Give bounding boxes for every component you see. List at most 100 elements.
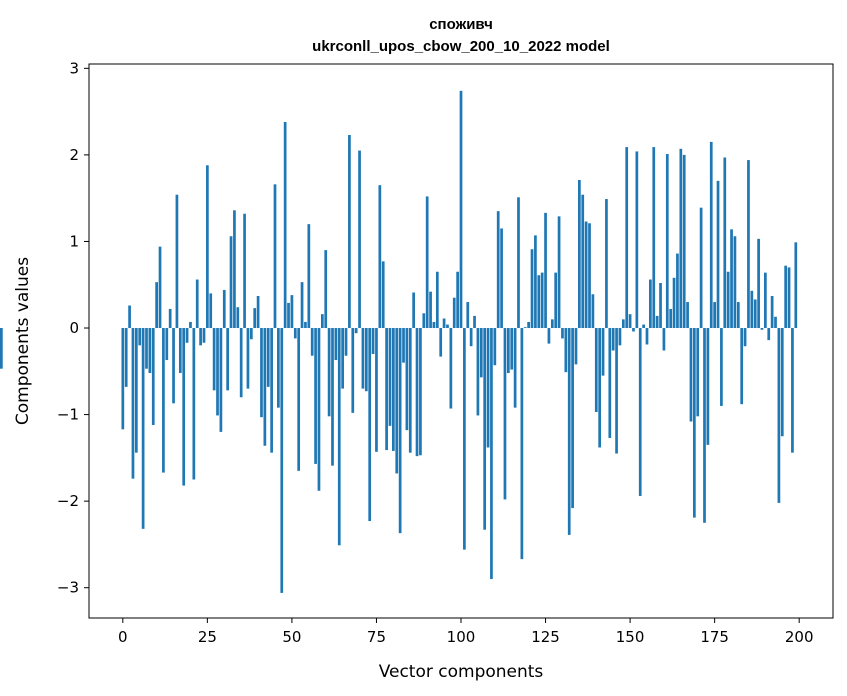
bar-163 bbox=[672, 277, 676, 329]
chart-title-line1: споживч bbox=[429, 16, 493, 33]
bar-66 bbox=[344, 328, 348, 356]
bar-85 bbox=[408, 328, 412, 453]
bar-130 bbox=[561, 328, 564, 339]
bar-0 bbox=[121, 328, 125, 430]
bar-52 bbox=[297, 328, 301, 471]
bar-35 bbox=[239, 328, 243, 398]
bar-161 bbox=[665, 154, 669, 329]
y-tick-label: 0 bbox=[69, 319, 79, 337]
bar-143 bbox=[605, 199, 608, 329]
bar-67 bbox=[348, 134, 351, 329]
bars-group bbox=[0, 90, 798, 593]
bar-97 bbox=[449, 328, 453, 409]
bar-6 bbox=[141, 328, 145, 529]
bar-49 bbox=[287, 302, 290, 329]
bar-149 bbox=[625, 147, 629, 329]
bar-190 bbox=[764, 272, 767, 329]
bar-64 bbox=[337, 328, 341, 546]
bar-48 bbox=[283, 122, 287, 329]
bar-57 bbox=[314, 328, 317, 464]
bar-199 bbox=[794, 242, 798, 329]
bar-111 bbox=[496, 211, 500, 329]
bar-11 bbox=[158, 246, 162, 329]
bar-2 bbox=[128, 305, 131, 329]
bar-116 bbox=[513, 328, 517, 408]
bar-183 bbox=[740, 328, 744, 405]
bar-88 bbox=[419, 328, 422, 456]
bar-176 bbox=[716, 180, 720, 329]
bar-83 bbox=[402, 328, 405, 363]
bar-128 bbox=[554, 272, 558, 329]
bar-92 bbox=[432, 321, 436, 329]
y-tick-label: 1 bbox=[69, 232, 79, 250]
plot-frame bbox=[88, 63, 834, 619]
y-tick-label: 3 bbox=[69, 59, 79, 77]
bar-162 bbox=[669, 308, 673, 329]
bar-187 bbox=[753, 299, 757, 329]
y-tick-label: −2 bbox=[57, 492, 79, 510]
bar-9 bbox=[151, 328, 155, 425]
bar-193 bbox=[774, 316, 777, 329]
y-axis-label: Components values bbox=[13, 257, 33, 425]
bar-17 bbox=[178, 328, 182, 374]
bar-82 bbox=[398, 328, 402, 534]
bar-51 bbox=[293, 328, 297, 339]
bar-173 bbox=[706, 328, 710, 445]
bar-86 bbox=[412, 292, 416, 329]
bar-61 bbox=[327, 328, 331, 417]
bar-175 bbox=[713, 302, 716, 329]
bar-24 bbox=[202, 328, 206, 343]
bar-32 bbox=[229, 236, 233, 329]
bar-123 bbox=[537, 275, 541, 329]
bar-196 bbox=[784, 265, 788, 329]
bar-138 bbox=[588, 223, 591, 329]
bar-102 bbox=[466, 302, 470, 329]
bar-84 bbox=[405, 328, 409, 431]
bar-94 bbox=[439, 328, 443, 357]
bar-179 bbox=[726, 271, 730, 329]
bar-74 bbox=[371, 328, 375, 354]
bar-112 bbox=[500, 228, 503, 329]
bar-155 bbox=[645, 328, 649, 345]
bar-152 bbox=[635, 151, 639, 329]
bar-91 bbox=[429, 291, 432, 329]
bar-63 bbox=[334, 328, 338, 361]
bar-80 bbox=[392, 328, 395, 451]
x-tick-label: 25 bbox=[198, 628, 217, 646]
bar-134 bbox=[574, 328, 578, 365]
bar-168 bbox=[689, 328, 693, 422]
bar-141 bbox=[598, 328, 602, 448]
bar-106 bbox=[479, 328, 483, 378]
bar-160 bbox=[662, 328, 666, 351]
bar-59 bbox=[320, 314, 324, 329]
bar-188 bbox=[757, 238, 760, 329]
bar-29 bbox=[219, 328, 223, 432]
bar-177 bbox=[720, 328, 723, 406]
bar-145 bbox=[611, 328, 615, 351]
bar-25 bbox=[206, 165, 209, 329]
y-tick-label: −3 bbox=[57, 579, 79, 597]
bar-103 bbox=[469, 328, 473, 347]
bar-191 bbox=[767, 328, 771, 341]
bar-146 bbox=[615, 328, 618, 454]
y-axis-ticks: −3 −2 −1 0 1 2 3 bbox=[57, 59, 89, 597]
x-tick-label: 125 bbox=[531, 628, 560, 646]
bar-182 bbox=[736, 302, 740, 329]
bar-50 bbox=[290, 295, 294, 329]
bar-43 bbox=[266, 328, 270, 387]
bar-105 bbox=[476, 328, 480, 416]
bar-101 bbox=[463, 328, 466, 550]
bar-47 bbox=[280, 328, 284, 593]
bar-65 bbox=[341, 328, 344, 389]
bar-98 bbox=[452, 297, 456, 329]
bar-73 bbox=[368, 328, 372, 522]
bar-81 bbox=[395, 328, 399, 474]
bar-12 bbox=[162, 328, 165, 473]
bar-189 bbox=[760, 328, 764, 330]
x-tick-label: 75 bbox=[367, 628, 386, 646]
bar-23 bbox=[199, 328, 202, 346]
bar-118 bbox=[520, 328, 524, 560]
x-tick-label: 100 bbox=[447, 628, 476, 646]
bar-125 bbox=[544, 212, 547, 329]
bar-93 bbox=[435, 271, 439, 329]
